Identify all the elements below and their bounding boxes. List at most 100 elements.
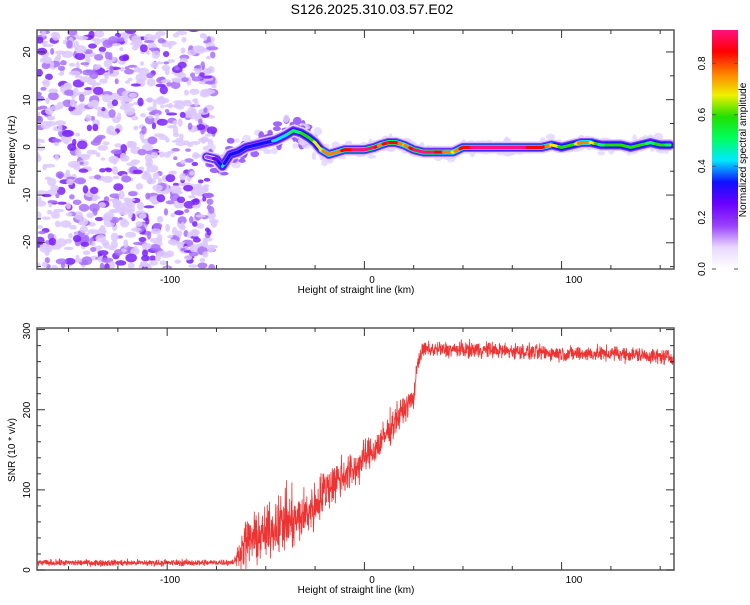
noise-blob — [170, 213, 175, 217]
noise-blob — [94, 54, 103, 61]
noise-blob — [178, 118, 183, 126]
noise-blob — [102, 40, 113, 48]
noise-blob — [56, 171, 65, 178]
noise-blob — [43, 79, 50, 87]
noise-blob — [93, 65, 100, 70]
noise-blob — [58, 66, 65, 71]
noise-blob — [48, 89, 58, 94]
noise-blob — [113, 176, 120, 180]
ridge-halo-blob — [227, 138, 235, 144]
noise-blob — [69, 194, 75, 199]
noise-blob — [98, 250, 109, 256]
noise-blob — [205, 228, 210, 233]
snr-series-line — [37, 339, 674, 569]
noise-blob — [56, 238, 67, 247]
x-tick-label: 100 — [566, 575, 583, 586]
noise-blob — [64, 247, 74, 250]
noise-blob — [163, 51, 169, 57]
noise-blob — [92, 124, 98, 131]
noise-blob — [179, 133, 184, 139]
noise-blob — [141, 126, 146, 135]
y-tick-label: 100 — [22, 481, 33, 498]
noise-blob — [204, 193, 214, 198]
ridge-halo-blob — [235, 138, 240, 142]
noise-blob — [37, 48, 47, 55]
x-axis-label: Height of straight line (km) — [298, 285, 415, 296]
noise-blob — [190, 72, 195, 78]
noise-blob — [176, 230, 182, 237]
y-tick-label: 200 — [22, 401, 33, 418]
noise-blob — [140, 113, 146, 117]
noise-blob — [192, 162, 199, 166]
noise-blob — [152, 185, 163, 192]
noise-blob — [40, 87, 46, 91]
noise-blob — [80, 76, 91, 82]
noise-blob — [42, 262, 48, 268]
noise-blob — [180, 160, 186, 165]
noise-blob — [211, 221, 218, 228]
noise-blob — [131, 35, 141, 44]
noise-blob — [93, 87, 104, 95]
noise-blob — [68, 233, 73, 238]
ridge-halo-blob — [263, 149, 272, 154]
noise-blob — [115, 260, 126, 265]
noise-blob — [170, 185, 182, 193]
noise-blob — [178, 62, 187, 69]
ridge-halo-blob — [283, 114, 289, 123]
noise-blob — [139, 213, 147, 219]
noise-blob — [140, 61, 144, 66]
noise-blob — [83, 250, 90, 255]
noise-blob — [193, 238, 201, 243]
noise-blob — [119, 47, 123, 51]
noise-blob — [164, 152, 171, 158]
noise-blob — [85, 114, 92, 121]
noise-blob — [45, 97, 49, 104]
noise-blob — [189, 171, 194, 176]
noise-blob — [207, 126, 217, 134]
colorbar-tick-label: 0.4 — [697, 159, 708, 173]
noise-blob — [86, 150, 97, 155]
noise-blob — [58, 125, 63, 132]
colorbar-tick-label: 0.6 — [697, 107, 708, 121]
noise-blob — [163, 61, 169, 64]
noise-blob — [75, 148, 81, 157]
noise-blob — [125, 253, 137, 262]
noise-blob — [67, 143, 76, 151]
noise-blob — [113, 183, 123, 191]
noise-blob — [86, 212, 94, 218]
y-tick-label: 0 — [22, 567, 33, 573]
noise-blob — [166, 112, 177, 115]
noise-blob — [137, 149, 146, 155]
noise-blob — [91, 38, 97, 41]
noise-blob — [133, 67, 141, 73]
noise-blob — [66, 40, 73, 48]
noise-blob — [75, 255, 79, 263]
ridge-halo-blob — [220, 172, 228, 176]
noise-blob — [32, 95, 44, 101]
noise-blob — [38, 196, 42, 202]
noise-blob — [153, 223, 162, 229]
noise-blob — [157, 119, 168, 126]
noise-blob — [184, 90, 189, 96]
ridge-halo-blob — [312, 152, 317, 160]
noise-blob — [75, 53, 86, 60]
noise-blob — [99, 225, 105, 234]
y-axis-label: Frequency (Hz) — [7, 116, 18, 185]
noise-blob — [180, 222, 184, 229]
noise-blob — [192, 230, 199, 237]
noise-blob — [157, 194, 166, 202]
noise-blob — [128, 78, 133, 82]
noise-blob — [147, 78, 156, 86]
noise-blob — [144, 205, 155, 208]
noise-blob — [45, 108, 54, 115]
noise-blob — [106, 168, 112, 172]
ridge-halo-blob — [313, 127, 322, 136]
noise-blob — [128, 262, 135, 269]
noise-blob — [49, 238, 57, 246]
noise-blob — [199, 72, 205, 76]
noise-blob — [149, 260, 158, 266]
y-axis-label: SNR (10 * v/v) — [7, 418, 18, 482]
colorbar-gradient — [712, 30, 738, 269]
y-tick-label: 20 — [22, 46, 33, 58]
noise-blob — [70, 99, 76, 108]
